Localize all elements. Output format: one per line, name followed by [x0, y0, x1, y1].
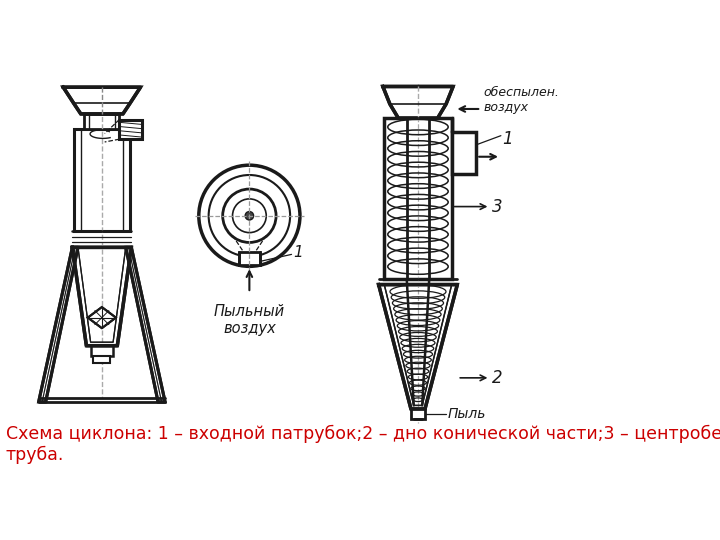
Polygon shape: [88, 307, 116, 328]
Bar: [91, 346, 113, 356]
Text: обеспылен.
воздух: обеспылен. воздух: [483, 86, 559, 114]
Bar: [411, 409, 425, 419]
Bar: [73, 130, 130, 231]
Ellipse shape: [199, 165, 300, 266]
Polygon shape: [63, 87, 140, 114]
Polygon shape: [39, 247, 78, 402]
Text: Пыльный
воздух: Пыльный воздух: [214, 303, 285, 336]
Ellipse shape: [233, 199, 266, 233]
Bar: [120, 119, 142, 139]
Polygon shape: [72, 247, 131, 346]
Bar: [84, 114, 120, 130]
Bar: [384, 118, 451, 279]
Text: Пыль: Пыль: [448, 407, 486, 421]
Text: 1: 1: [293, 246, 302, 260]
Polygon shape: [126, 247, 165, 402]
Text: 1: 1: [503, 130, 513, 148]
Ellipse shape: [222, 189, 276, 242]
Bar: [451, 132, 477, 174]
Ellipse shape: [209, 175, 290, 256]
Polygon shape: [383, 86, 453, 118]
Ellipse shape: [246, 212, 253, 220]
Text: Схема циклона: 1 – входной патрубок;2 – дно конической части;3 – центробежная
тр: Схема циклона: 1 – входной патрубок;2 – …: [6, 425, 720, 464]
Bar: [94, 356, 110, 363]
Polygon shape: [379, 285, 457, 409]
Text: 3: 3: [492, 198, 503, 215]
Bar: [239, 252, 260, 265]
Text: 2: 2: [492, 369, 503, 387]
